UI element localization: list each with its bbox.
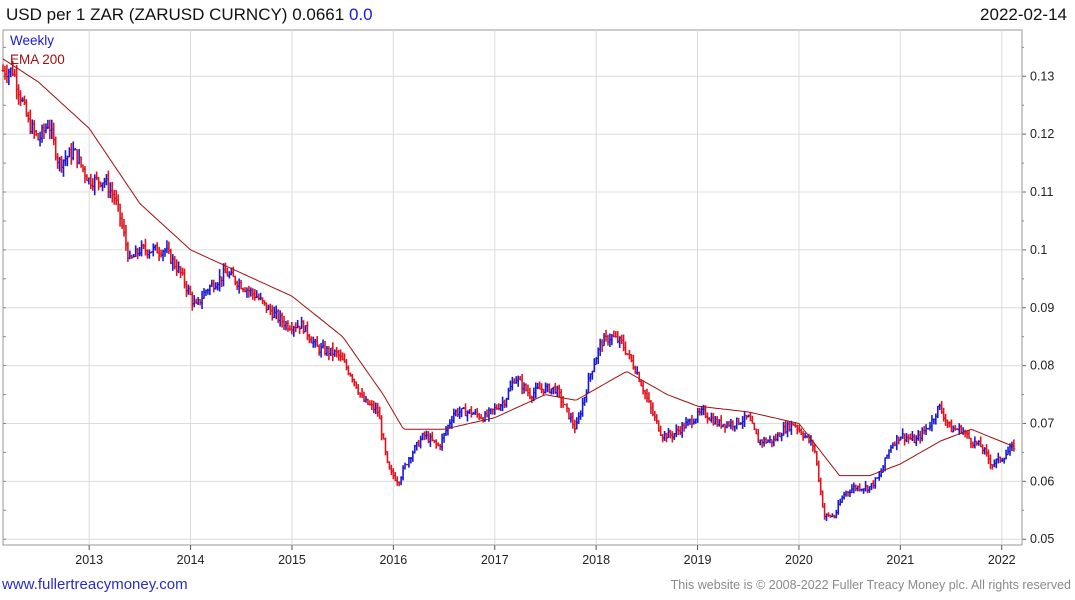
y-tick-label: 0.09 xyxy=(1030,301,1054,315)
chart-date: 2022-02-14 xyxy=(980,5,1067,24)
y-tick-label: 0.08 xyxy=(1030,359,1054,373)
title-text: USD per 1 ZAR (ZARUSD CURNCY) xyxy=(6,5,288,24)
x-tick-label: 2014 xyxy=(177,553,205,567)
x-tick-label: 2015 xyxy=(278,553,306,567)
x-tick-label: 2022 xyxy=(988,553,1016,567)
site-link[interactable]: www.fullertreacymoney.com xyxy=(2,576,188,593)
x-tick-label: 2016 xyxy=(379,553,407,567)
y-tick-label: 0.12 xyxy=(1030,127,1054,141)
x-tick-label: 2019 xyxy=(684,553,712,567)
change-value: 0.0 xyxy=(348,5,373,24)
y-tick-label: 0.1 xyxy=(1030,243,1047,257)
x-tick-label: 2017 xyxy=(481,553,509,567)
plot-frame xyxy=(2,29,1023,546)
x-tick-label: 2020 xyxy=(785,553,813,567)
y-tick-label: 0.07 xyxy=(1030,416,1054,430)
chart-title: USD per 1 ZAR (ZARUSD CURNCY) 0.0661 0.0 xyxy=(6,5,373,25)
y-tick-label: 0.06 xyxy=(1030,474,1054,488)
y-tick-label: 0.05 xyxy=(1030,532,1054,546)
x-tick-label: 2021 xyxy=(886,553,914,567)
legend-ema: EMA 200 xyxy=(10,52,65,67)
ema-200-line xyxy=(2,58,1015,477)
y-tick-label: 0.13 xyxy=(1030,69,1054,83)
x-tick-label: 2018 xyxy=(582,553,610,567)
y-tick-label: 0.11 xyxy=(1030,185,1053,199)
copyright-text: This website is © 2008-2022 Fuller Treac… xyxy=(670,578,1071,592)
legend-weekly: Weekly xyxy=(10,33,54,48)
x-tick-label: 2013 xyxy=(75,553,103,567)
last-value: 0.0661 xyxy=(292,5,345,24)
